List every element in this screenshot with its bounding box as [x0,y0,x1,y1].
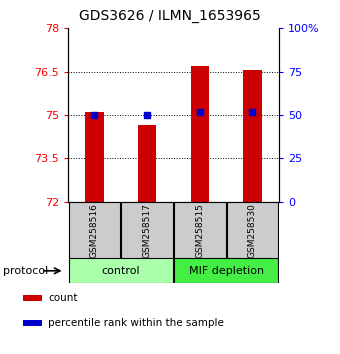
Bar [69,258,173,283]
Text: GDS3626 / ILMN_1653965: GDS3626 / ILMN_1653965 [79,9,261,23]
Bar [121,202,173,258]
Text: percentile rank within the sample: percentile rank within the sample [48,318,224,328]
Text: count: count [48,293,78,303]
Bar [85,112,104,202]
Point [144,112,150,118]
Bar [174,202,225,258]
Text: GSM258517: GSM258517 [142,202,152,258]
Bar [174,258,278,283]
Text: control: control [101,266,140,276]
Bar [23,320,42,326]
Text: protocol: protocol [3,266,49,276]
Text: GSM258516: GSM258516 [90,202,99,258]
Text: GSM258530: GSM258530 [248,202,257,258]
Bar [227,202,278,258]
Text: GSM258515: GSM258515 [195,202,204,258]
Bar [243,70,262,202]
Bar [138,125,156,202]
Text: MIF depletion: MIF depletion [189,266,264,276]
Bar [190,66,209,202]
Point [250,109,255,115]
Bar [69,202,120,258]
Bar [23,296,42,301]
Point [91,112,97,118]
Point [197,109,202,115]
